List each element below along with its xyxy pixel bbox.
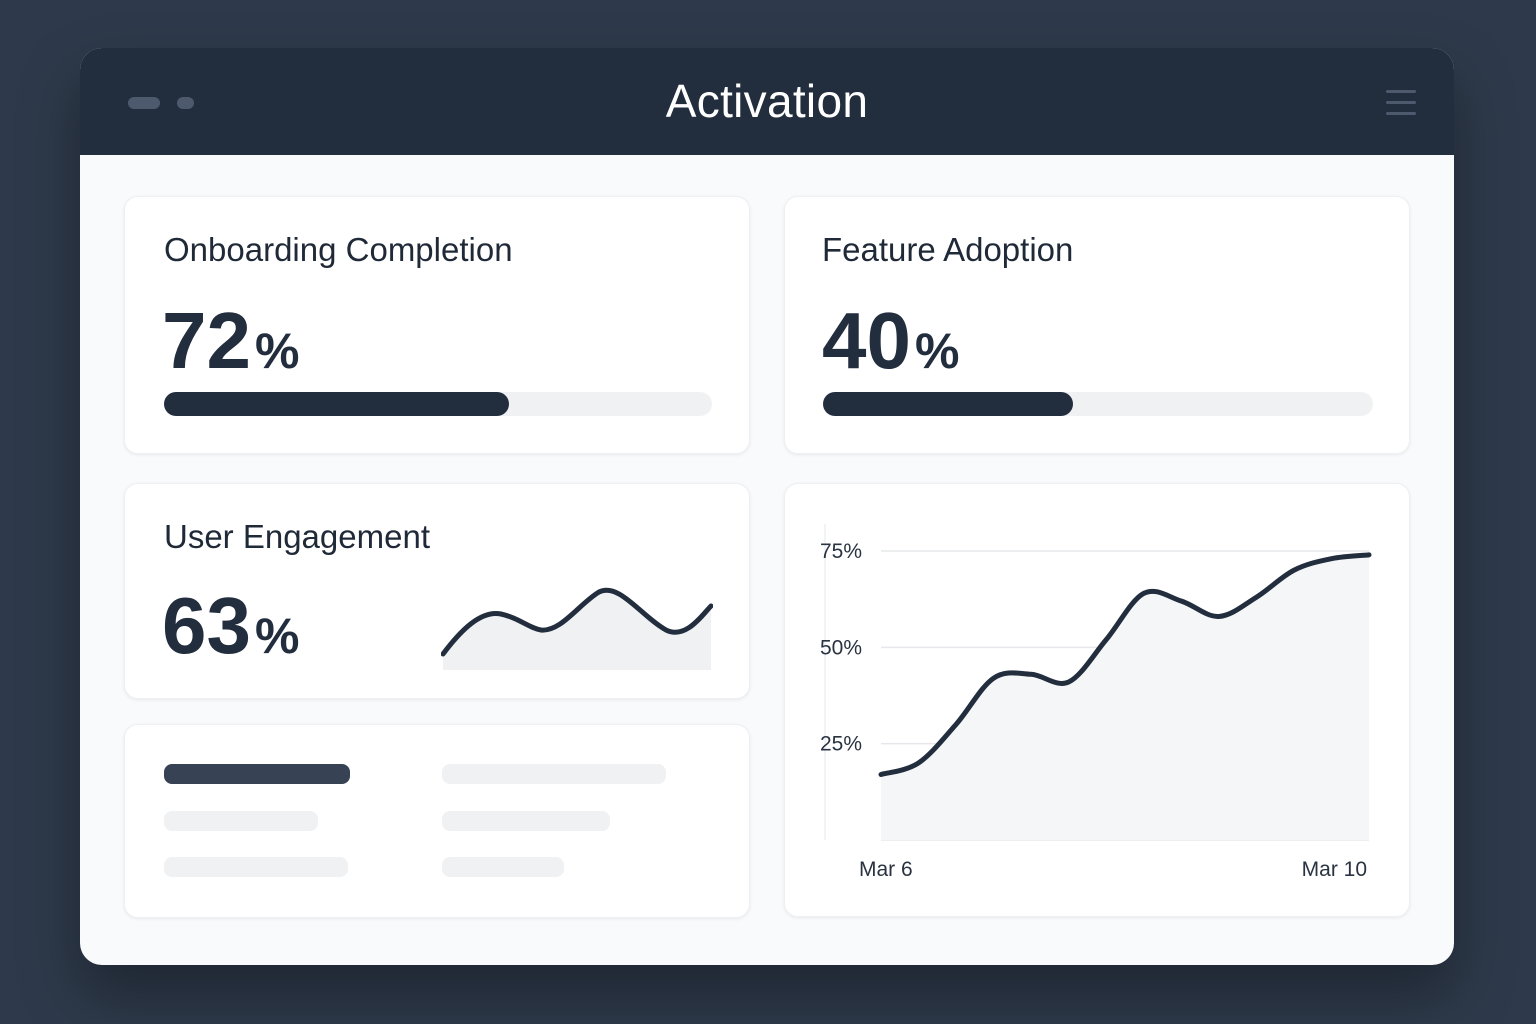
progress-track bbox=[823, 392, 1373, 416]
skeleton-bar bbox=[164, 811, 318, 831]
trend-chart-card: 75% 50% 25% Mar 6 Mar 10 bbox=[784, 483, 1410, 917]
card-title: Feature Adoption bbox=[822, 231, 1074, 268]
skeleton-bar bbox=[442, 764, 666, 784]
metric-number: 63 bbox=[162, 581, 251, 670]
title-bar: Activation bbox=[80, 48, 1454, 155]
sparkline-area bbox=[443, 590, 711, 670]
metric-value: 40% bbox=[822, 301, 959, 381]
card-title: Onboarding Completion bbox=[164, 231, 513, 268]
user-engagement-card: User Engagement 63% bbox=[124, 483, 750, 699]
card-title: User Engagement bbox=[164, 518, 430, 555]
sparkline-line bbox=[441, 587, 713, 657]
y-tick-label: 50% bbox=[820, 636, 862, 659]
metric-value: 63% bbox=[162, 586, 299, 666]
hamburger-menu-icon[interactable] bbox=[1386, 90, 1416, 116]
feature-adoption-card: Feature Adoption 40% bbox=[784, 196, 1410, 454]
window-control-pill[interactable] bbox=[128, 97, 160, 109]
dashboard-window: Activation Onboarding Completion 72% Fea… bbox=[80, 48, 1454, 965]
progress-fill bbox=[823, 392, 1074, 416]
onboarding-completion-card: Onboarding Completion 72% bbox=[124, 196, 750, 454]
metric-number: 72 bbox=[162, 296, 251, 385]
window-control-dot[interactable] bbox=[177, 97, 194, 109]
engagement-sparkline bbox=[441, 587, 713, 670]
progress-fill bbox=[164, 392, 510, 416]
metric-value: 72% bbox=[162, 301, 299, 381]
metric-unit: % bbox=[914, 323, 960, 379]
chart-series-line bbox=[878, 552, 1372, 777]
y-tick-label: 25% bbox=[820, 733, 862, 756]
y-tick-label: 75% bbox=[820, 540, 862, 563]
x-tick-label: Mar 6 bbox=[859, 858, 913, 881]
skeleton-bar bbox=[164, 857, 348, 877]
x-tick-label: Mar 10 bbox=[1302, 858, 1367, 881]
skeleton-bar bbox=[442, 811, 610, 831]
skeleton-bar bbox=[442, 857, 564, 877]
chart-area-fill bbox=[881, 554, 1369, 840]
metric-unit: % bbox=[254, 323, 300, 379]
metric-number: 40 bbox=[822, 296, 911, 385]
progress-track bbox=[164, 392, 712, 416]
placeholder-list-card bbox=[124, 724, 750, 918]
metric-unit: % bbox=[254, 608, 300, 664]
skeleton-bar bbox=[164, 764, 350, 784]
page-title: Activation bbox=[665, 75, 869, 127]
activation-trend-chart: 75% 50% 25% Mar 6 Mar 10 bbox=[820, 524, 1372, 881]
